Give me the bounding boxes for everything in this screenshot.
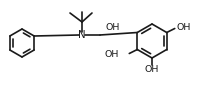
Text: OH: OH bbox=[105, 50, 119, 59]
Text: OH: OH bbox=[145, 66, 159, 74]
Text: OH: OH bbox=[105, 23, 119, 33]
Text: N: N bbox=[78, 30, 86, 40]
Text: OH: OH bbox=[177, 23, 191, 32]
